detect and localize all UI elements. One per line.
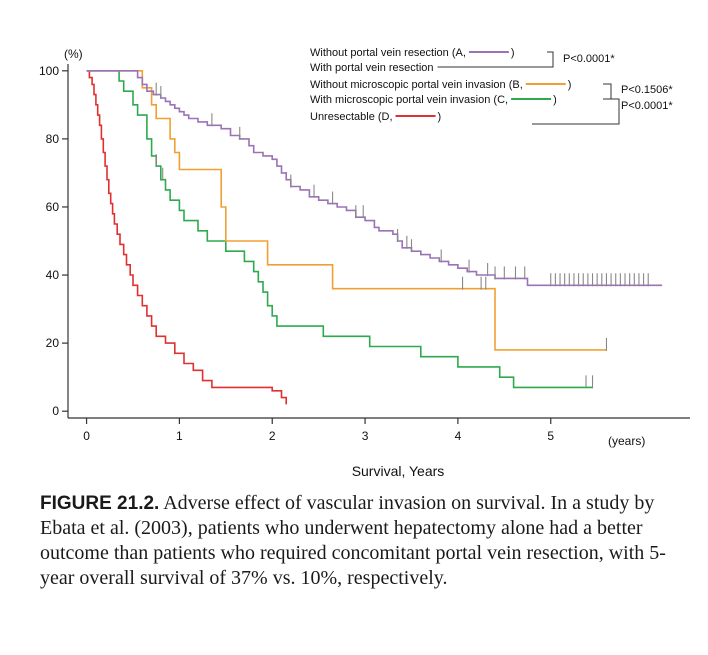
series-c <box>86 70 594 389</box>
series-a <box>86 70 663 287</box>
series-line-c <box>86 70 593 389</box>
y-tick-label: 20 <box>46 336 60 350</box>
y-tick-label: 0 <box>52 404 59 418</box>
x-tick-label: 1 <box>176 429 183 443</box>
y-tick-label: 80 <box>46 132 60 146</box>
axes-layer: 0 20 40 60 80 100 0 1 2 3 4 5 (%) (years) Survival… <box>39 47 690 479</box>
legend-label: With microscopic portal vein invasion (C… <box>310 94 508 106</box>
p-bracket-2 <box>603 83 612 100</box>
x-axis-title: Survival, Years <box>352 463 445 479</box>
caption-label: FIGURE 21.2. <box>40 493 160 514</box>
series-line-d <box>86 70 287 405</box>
legend-close-paren: ) <box>568 79 572 91</box>
x-ticks: 0 1 2 3 4 5 <box>83 418 554 443</box>
series-b <box>86 70 607 351</box>
p-bracket-1 <box>547 51 554 68</box>
series-line-b <box>86 70 607 351</box>
x-tick-label: 4 <box>455 429 462 443</box>
legend-label: Unresectable (D, <box>310 111 393 123</box>
p-value-3: P<0.0001* <box>621 100 673 112</box>
series-layer <box>86 70 663 405</box>
y-tick-label: 40 <box>46 268 60 282</box>
x-tick-label: 3 <box>362 429 369 443</box>
x-tick-label: 5 <box>547 429 554 443</box>
legend-close-paren: ) <box>438 111 442 123</box>
p-value-1: P<0.0001* <box>563 53 615 65</box>
legend-label: Without portal vein resection (A, <box>310 47 466 59</box>
legend-close-paren: ) <box>511 47 515 59</box>
km-chart: 0 20 40 60 80 100 0 1 2 3 4 5 (%) (years) Survival… <box>39 47 690 479</box>
legend: Without portal vein resection (A,) With p… <box>310 47 673 125</box>
legend-label: Without microscopic portal vein invasion… <box>310 79 523 91</box>
caption-text: Adverse effect of vascular invasion on s… <box>40 492 666 589</box>
y-tick-label: 60 <box>46 200 60 214</box>
y-ticks: 0 20 40 60 80 100 <box>39 64 68 418</box>
x-tick-label: 2 <box>269 429 276 443</box>
x-unit-label: (years) <box>608 434 645 448</box>
series-d <box>86 70 287 405</box>
x-tick-label: 0 <box>83 429 90 443</box>
legend-label: With portal vein resection <box>310 62 434 74</box>
figure-caption: FIGURE 21.2. Adverse effect of vascular … <box>40 491 690 591</box>
y-unit-label: (%) <box>64 47 83 61</box>
p-bracket-3 <box>532 98 620 125</box>
p-value-2: P<0.1506* <box>621 84 673 96</box>
y-tick-label: 100 <box>39 64 59 78</box>
legend-close-paren: ) <box>553 94 557 106</box>
